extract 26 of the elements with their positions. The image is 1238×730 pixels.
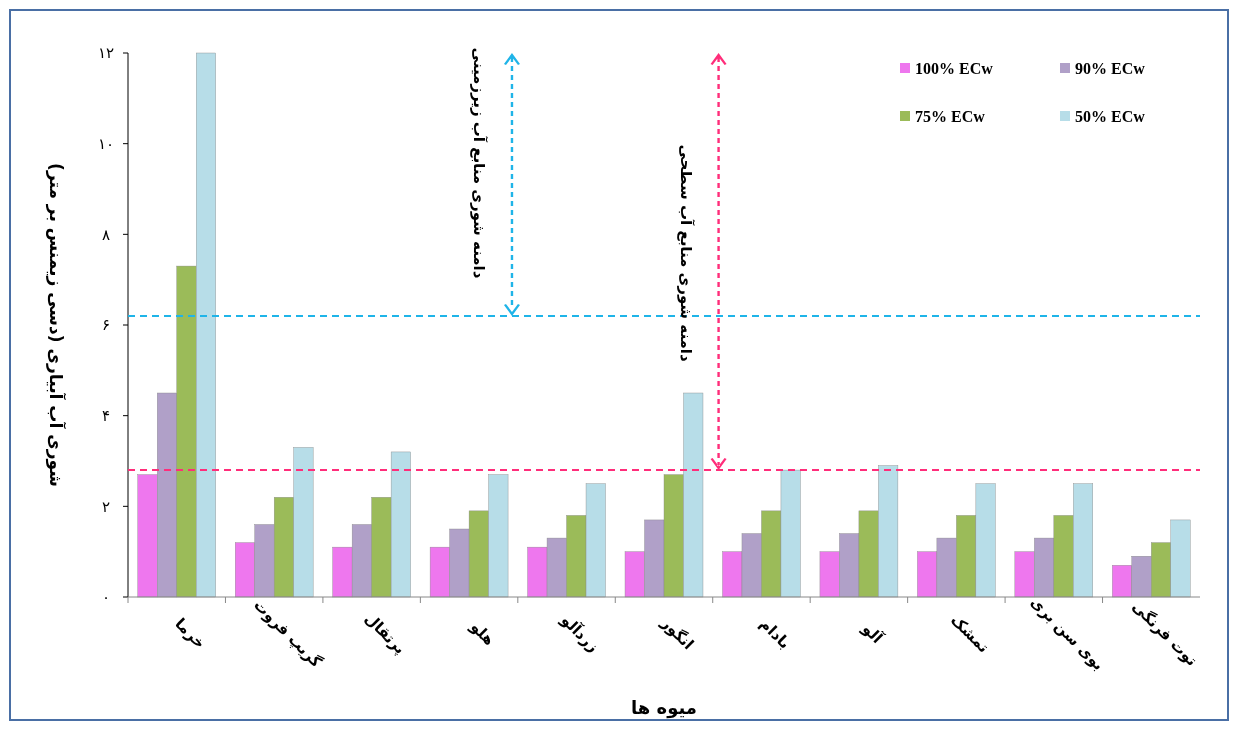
x-tick-label: توت فرنگی: [1128, 597, 1201, 670]
y-tick-label: ۲: [101, 497, 111, 516]
y-tick-label: ۰: [101, 588, 111, 607]
annotation: دامنه شوری منابع آب سطحی: [676, 144, 695, 362]
annotation: دامنه شوری منابع آب زیرزمینی: [469, 47, 488, 279]
legend-label: 75% ECw: [915, 107, 986, 125]
y-tick-label: ۱۰: [97, 134, 115, 153]
x-tick-label: بوی سن بری: [1026, 593, 1108, 674]
x-axis-title: میوه ها: [631, 697, 697, 719]
x-tick-label: آلو: [858, 619, 887, 648]
x-tick-label: زردآلو: [557, 610, 603, 656]
legend-label: 100% ECw: [915, 59, 994, 77]
y-axis-title: شوری آب آبیاری (دسی زیمنس بر متر): [45, 163, 67, 487]
x-tick-label: انگور: [657, 613, 698, 654]
x-tick-label: تمشک: [947, 610, 993, 657]
y-tick-label: ۴: [101, 406, 111, 425]
x-tick-label: خرما: [171, 614, 210, 653]
x-tick-label: هلو: [466, 617, 499, 649]
x-tick-label: بادام: [756, 614, 794, 653]
x-tick-label: گریپ فروت: [250, 595, 326, 672]
y-tick-label: ۶: [101, 316, 111, 335]
y-tick-label: ۱۲: [97, 44, 115, 63]
y-tick-label: ۸: [101, 225, 111, 244]
x-tick-label: پرتقال: [360, 609, 410, 659]
legend-label: 50% ECw: [1075, 107, 1146, 125]
legend-label: 90% ECw: [1075, 59, 1146, 77]
